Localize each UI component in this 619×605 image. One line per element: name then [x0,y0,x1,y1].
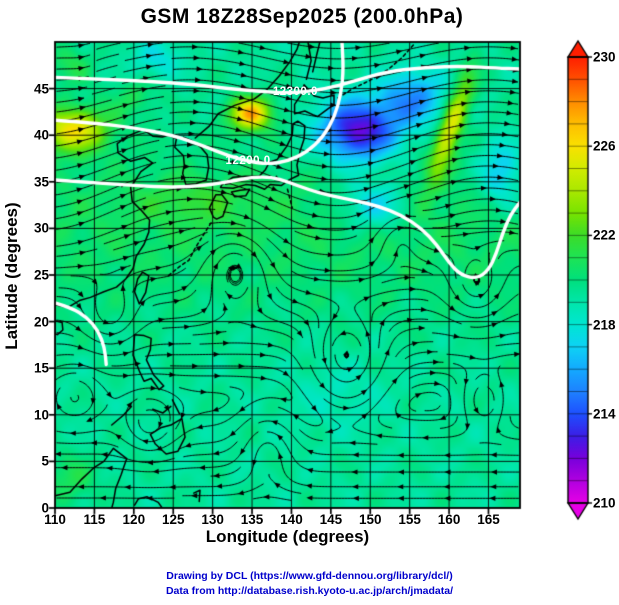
x-tick-label: 165 [477,512,500,527]
credits: Drawing by DCL (https://www.gfd-dennou.o… [0,569,619,598]
y-tick-label: 0 [41,500,49,516]
x-tick-label: 155 [398,512,421,527]
y-tick-label: 20 [33,314,49,330]
colorbar-tick-label: 214 [593,406,616,422]
x-tick-label: 115 [83,512,106,527]
contour-label: 12200.0 [225,155,271,168]
x-tick-label: 125 [161,512,185,527]
colorbar-tick-label: 218 [593,317,616,333]
y-tick-label: 40 [33,127,49,143]
x-tick-label: 135 [240,512,264,527]
colorbar-tick-label: 222 [593,227,616,243]
contour-label: 12300.0 [272,86,318,99]
colorbar-tick-label: 226 [593,138,616,154]
y-tick-label: 25 [33,267,49,283]
y-tick-label: 15 [33,360,49,376]
x-tick-label: 120 [122,512,146,527]
y-tick-label: 30 [33,220,49,236]
y-tick-label: 5 [41,453,49,469]
x-tick-label: 130 [201,512,224,527]
chart-title: GSM 18Z28Sep2025 (200.0hPa) [140,5,464,28]
x-tick-label: 145 [319,512,343,527]
y-tick-label: 35 [33,174,49,190]
x-tick-label: 150 [358,512,382,527]
y-tick-label: 10 [33,407,49,423]
x-tick-label: 140 [280,512,303,527]
x-axis-label: Longitude (degrees) [205,527,370,546]
y-tick-label: 45 [33,81,49,97]
x-tick-label: 160 [437,512,461,527]
x-tick-label: 110 [44,512,66,527]
credit-line-2: Data from http://database.rish.kyoto-u.a… [165,584,454,597]
colorbar-tick-label: 210 [593,495,616,511]
credit-line-1: Drawing by DCL (https://www.gfd-dennou.o… [166,570,453,582]
colorbar-tick-label: 230 [593,49,616,65]
